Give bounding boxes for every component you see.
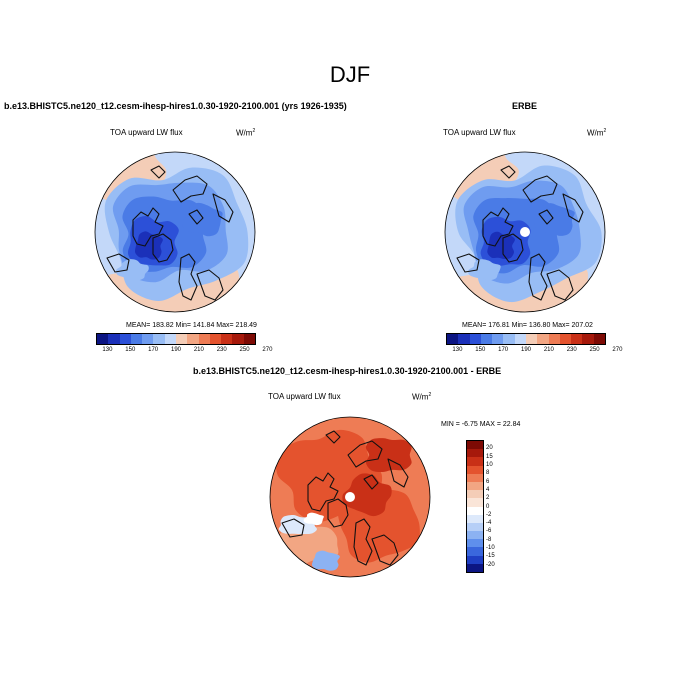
colorbar-swatch (514, 334, 526, 344)
colorbar-swatch (447, 334, 459, 344)
colorbar-tick-label: 130 (102, 347, 113, 353)
colorbar-swatch (467, 465, 483, 474)
colorbar-swatch (467, 563, 483, 572)
panel3-units: W/m2 (412, 392, 432, 402)
colorbar-swatch (198, 334, 210, 344)
colorbar-swatch (593, 334, 605, 344)
colorbar-swatch (467, 449, 483, 458)
colorbar-tick-label: 210 (543, 347, 554, 353)
panel2-colorbar (446, 333, 606, 345)
colorbar-swatch (467, 490, 483, 499)
colorbar-tick-label: -6 (486, 528, 492, 535)
panel3-variable-label: TOA upward LW flux (268, 392, 341, 401)
panel2-variable-label: TOA upward LW flux (443, 128, 516, 137)
colorbar-swatch (469, 334, 481, 344)
colorbar-tick-label: 2 (486, 495, 490, 502)
colorbar-tick-label: 230 (216, 347, 227, 353)
colorbar-swatch (243, 334, 255, 344)
colorbar-tick-label: 8 (486, 470, 490, 477)
panel1-polar-map (94, 151, 256, 313)
colorbar-swatch (187, 334, 199, 344)
colorbar-swatch (480, 334, 493, 344)
colorbar-tick-label: -4 (486, 520, 492, 527)
colorbar-swatch (467, 457, 483, 466)
panel3-stats: MIN = -6.75 MAX = 22.84 (441, 421, 521, 428)
colorbar-tick-label: 6 (486, 478, 490, 485)
colorbar-swatch (209, 334, 222, 344)
panel1-variable-label: TOA upward LW flux (110, 128, 183, 137)
panel1-colorbar (96, 333, 256, 345)
colorbar-swatch (153, 334, 165, 344)
colorbar-tick-label: 190 (520, 347, 532, 353)
colorbar-tick-label: 150 (475, 347, 486, 353)
colorbar-tick-label: 250 (239, 347, 250, 353)
colorbar-tick-label: 190 (170, 347, 182, 353)
colorbar-tick-label: 170 (498, 347, 509, 353)
colorbar-swatch (467, 555, 483, 564)
colorbar-swatch (467, 539, 483, 548)
panel1-stats: MEAN= 183.82 Min= 141.84 Max= 218.49 (126, 322, 257, 329)
panel3-title: b.e13.BHISTC5.ne120_t12.cesm-ihesp-hires… (193, 366, 502, 376)
colorbar-tick-label: 4 (486, 486, 490, 493)
colorbar-swatch (537, 334, 549, 344)
panel2-stats: MEAN= 176.81 Min= 136.80 Max= 207.02 (462, 322, 593, 329)
colorbar-swatch (467, 531, 483, 540)
colorbar-tick-label: 150 (125, 347, 136, 353)
colorbar-swatch (467, 498, 483, 507)
colorbar-tick-label: 250 (589, 347, 600, 353)
colorbar-swatch (175, 334, 188, 344)
colorbar-swatch (467, 547, 483, 556)
colorbar-swatch (559, 334, 572, 344)
colorbar-tick-label: 170 (148, 347, 159, 353)
colorbar-swatch (142, 334, 154, 344)
panel2-title: ERBE (512, 101, 538, 111)
colorbar-swatch (571, 334, 583, 344)
panel3-polar-map (269, 416, 431, 578)
colorbar-swatch (458, 334, 470, 344)
colorbar-swatch (467, 506, 483, 515)
colorbar-swatch (492, 334, 504, 344)
colorbar-swatch (467, 522, 483, 532)
colorbar-tick-label: 210 (193, 347, 204, 353)
colorbar-tick-label: 230 (566, 347, 577, 353)
colorbar-swatch (119, 334, 131, 344)
colorbar-tick-label: -8 (486, 536, 492, 543)
colorbar-tick-label: -2 (486, 511, 492, 518)
colorbar-swatch (503, 334, 515, 344)
colorbar-swatch (467, 481, 483, 491)
colorbar-tick-label: 130 (452, 347, 463, 353)
colorbar-swatch (97, 334, 109, 344)
colorbar-swatch (232, 334, 244, 344)
panel2-polar-map (444, 151, 606, 313)
colorbar-tick-label: 15 (486, 453, 493, 460)
colorbar-tick-label: 20 (486, 445, 493, 452)
colorbar-swatch (467, 514, 483, 523)
colorbar-tick-label: 270 (612, 347, 623, 353)
colorbar-tick-label: 10 (486, 461, 493, 468)
colorbar-swatch (582, 334, 594, 344)
colorbar-swatch (130, 334, 143, 344)
colorbar-swatch (108, 334, 120, 344)
panel1-units: W/m2 (236, 128, 256, 138)
colorbar-swatch (164, 334, 176, 344)
colorbar-swatch (548, 334, 560, 344)
panel3-colorbar (466, 440, 484, 573)
colorbar-tick-label: -20 (486, 561, 495, 568)
colorbar-swatch (525, 334, 538, 344)
colorbar-swatch (467, 441, 483, 450)
colorbar-tick-label: -10 (486, 545, 495, 552)
panel2-units: W/m2 (587, 128, 607, 138)
panel1-title: b.e13.BHISTC5.ne120_t12.cesm-ihesp-hires… (4, 101, 347, 111)
colorbar-tick-label: 270 (262, 347, 273, 353)
colorbar-swatch (467, 473, 483, 482)
figure-title: DJF (329, 62, 371, 87)
colorbar-tick-label: 0 (486, 503, 490, 510)
colorbar-swatch (221, 334, 233, 344)
colorbar-tick-label: -15 (486, 553, 495, 560)
